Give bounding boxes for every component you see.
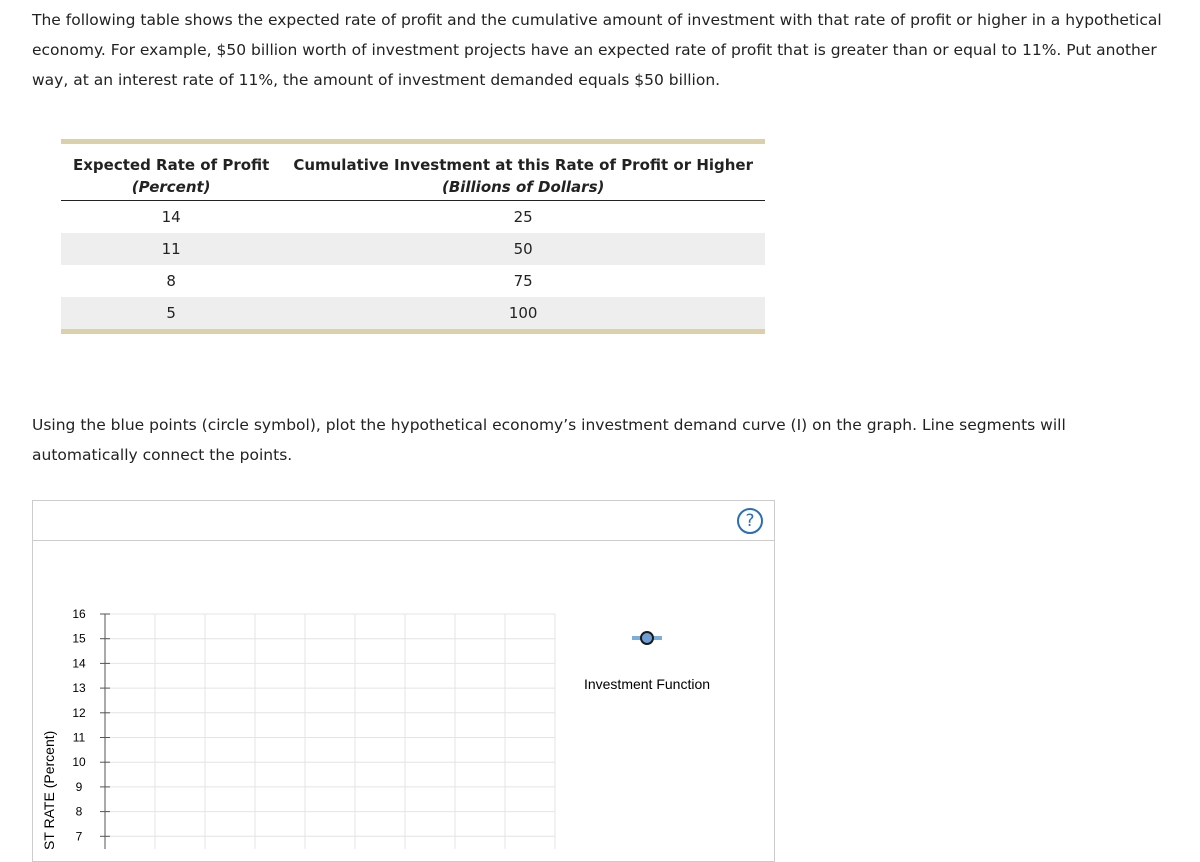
column-header: Cumulative Investment at this Rate of Pr… bbox=[281, 139, 766, 174]
legend-point[interactable] bbox=[640, 631, 654, 645]
y-tick-label: 12 bbox=[72, 706, 86, 720]
y-tick-label: 15 bbox=[72, 632, 86, 646]
table-cell: 5 bbox=[61, 297, 282, 334]
legend-label: Investment Function bbox=[584, 676, 710, 692]
table-row: 14 25 bbox=[61, 201, 765, 234]
table-row: 11 50 bbox=[61, 233, 766, 265]
y-tick-label: 7 bbox=[76, 829, 83, 843]
y-tick-label: 8 bbox=[76, 805, 83, 819]
column-unit: (Percent) bbox=[61, 174, 282, 201]
intro-text: The following table shows the expected r… bbox=[32, 11, 1162, 89]
column-header: Expected Rate of Profit bbox=[61, 139, 282, 174]
table-cell: 50 bbox=[281, 233, 766, 265]
instruction-text: Using the blue points (circle symbol), p… bbox=[32, 416, 1066, 464]
table-cell: 14 bbox=[161, 208, 181, 226]
column-unit: (Billions of Dollars) bbox=[281, 174, 766, 201]
data-table: Expected Rate of Profit Cumulative Invest… bbox=[61, 139, 766, 342]
y-tick-label: 9 bbox=[76, 780, 83, 794]
y-tick-label: 13 bbox=[72, 681, 86, 695]
table-cell: 25 bbox=[513, 208, 533, 226]
table-cell: 75 bbox=[513, 272, 533, 290]
y-tick-label: 16 bbox=[72, 607, 86, 621]
table-row: 5 100 bbox=[61, 297, 766, 334]
y-tick-label: 10 bbox=[72, 755, 86, 769]
y-axis-label: ST RATE (Percent) bbox=[41, 731, 57, 849]
table-cell: 100 bbox=[281, 297, 766, 334]
y-tick-label: 11 bbox=[73, 731, 86, 745]
y-tick-label: 14 bbox=[72, 656, 86, 670]
help-button[interactable]: ? bbox=[737, 508, 763, 534]
table-cell: 11 bbox=[61, 233, 282, 265]
table-cell: 8 bbox=[166, 272, 176, 290]
graph-toolbar: ? bbox=[33, 501, 774, 541]
table-row: 8 75 bbox=[61, 265, 765, 297]
